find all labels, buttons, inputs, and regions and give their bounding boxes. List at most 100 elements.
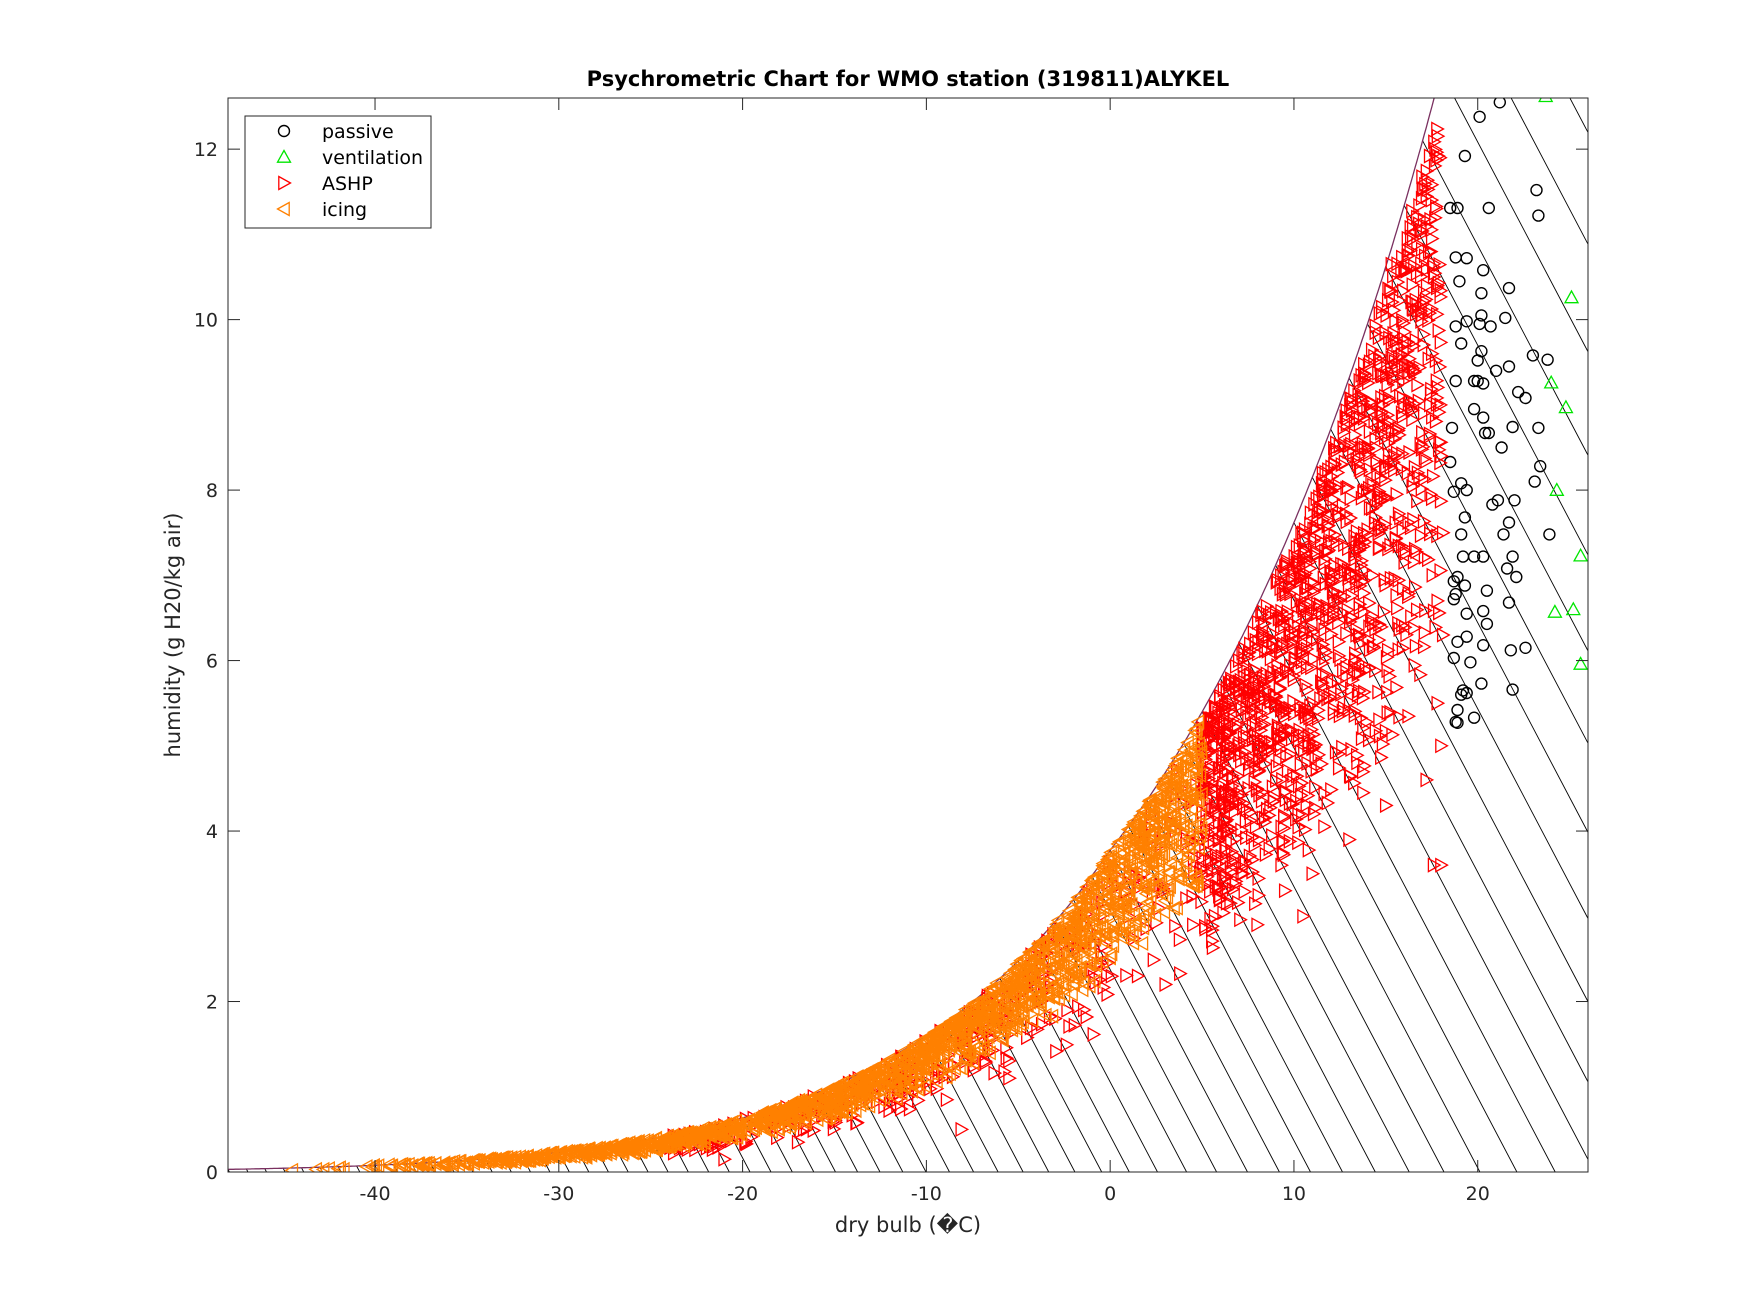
ASHP-point (1234, 697, 1249, 713)
icing-point (942, 1066, 956, 1082)
icing-point (1148, 879, 1162, 896)
icing-point (536, 1146, 551, 1162)
ASHP-point (1384, 282, 1398, 299)
ASHP-point (1233, 685, 1248, 701)
icing-point (1134, 935, 1149, 952)
ASHP-point (1359, 367, 1374, 384)
ASHP-point (1431, 128, 1446, 144)
icing-point (849, 1068, 864, 1085)
ASHP-point (1266, 638, 1280, 654)
ASHP-point (1350, 747, 1365, 763)
icing-point (1167, 820, 1182, 836)
ASHP-point (1201, 829, 1216, 846)
ASHP-point (1375, 492, 1390, 509)
passive-point (1467, 711, 1481, 724)
ASHP-point (1234, 912, 1248, 928)
ASHP-point (1221, 694, 1236, 710)
ASHP-point (1406, 217, 1421, 233)
ASHP-point (1405, 402, 1420, 418)
ASHP-point (1389, 333, 1404, 349)
ASHP-point (1360, 714, 1375, 730)
ASHP-point (1353, 372, 1368, 389)
passive-point (1447, 575, 1461, 588)
icing-point (816, 1086, 831, 1102)
ASHP-point (1424, 520, 1438, 537)
ASHP-point (1003, 1070, 1017, 1086)
ASHP-point (1436, 525, 1451, 541)
ASHP-point (1375, 749, 1389, 766)
ASHP-point (1239, 855, 1254, 871)
y-tick-label: 10 (194, 310, 218, 332)
wet-bulb-line (1330, 428, 1588, 920)
ASHP-point (1275, 857, 1290, 873)
icing-point (1156, 904, 1171, 920)
icing-point (1029, 958, 1044, 974)
icing-point (1184, 818, 1199, 834)
ASHP-point (1363, 595, 1377, 611)
ASHP-point (1335, 681, 1349, 697)
icing-point (1140, 878, 1155, 894)
icing-point (460, 1156, 475, 1172)
wet-bulb-line (301, 1167, 305, 1172)
ASHP-point (1414, 436, 1429, 452)
ASHP-point (1404, 229, 1419, 245)
icing-point (1138, 885, 1153, 902)
ASHP-point (1244, 685, 1258, 701)
ASHP-point (1391, 600, 1405, 616)
ASHP-point (1333, 509, 1347, 525)
ASHP-point (1422, 351, 1437, 367)
ASHP-point (1223, 699, 1237, 715)
icing-point (1124, 857, 1139, 874)
ASHP-point (1342, 570, 1357, 587)
icing-point (1067, 929, 1082, 945)
ASHP-point (1392, 572, 1407, 588)
ASHP-point (1293, 722, 1308, 738)
icing-point (1122, 843, 1136, 859)
passive-point (1489, 364, 1503, 377)
legend: passive ventilation ASHP icing (244, 115, 432, 229)
ASHP-point (1312, 504, 1326, 520)
ASHP-point (1380, 459, 1394, 475)
ASHP-point (1431, 278, 1446, 294)
icing-point (1153, 846, 1168, 862)
ASHP-point (1355, 731, 1370, 747)
ASHP-point (1303, 710, 1318, 726)
icing-point (692, 1131, 707, 1147)
ASHP-point (1406, 478, 1421, 495)
ASHP-point (1408, 459, 1423, 476)
ASHP-point (1330, 442, 1345, 458)
icing-point (1068, 953, 1083, 969)
chart-title: Psychrometric Chart for WMO station (319… (587, 67, 1230, 91)
ASHP-point (1434, 562, 1449, 579)
ASHP-point (1251, 737, 1266, 753)
wet-bulb-line (1403, 205, 1588, 556)
icing-point (910, 1042, 925, 1059)
icing-point (1007, 961, 1021, 978)
wet-bulb-line (356, 1165, 361, 1172)
ASHP-point (1252, 887, 1267, 903)
passive-point (1510, 570, 1523, 584)
icing-point (823, 1103, 837, 1119)
ASHP-point (1187, 917, 1201, 933)
ASHP-point (1297, 600, 1312, 616)
ASHP-point (1325, 626, 1339, 643)
icing-point (929, 1033, 943, 1049)
icing-point (1084, 916, 1099, 932)
ASHP-point (1410, 602, 1425, 618)
icing-point (1125, 827, 1140, 843)
icing-point (1161, 833, 1175, 850)
icing-point (927, 1028, 941, 1044)
ASHP-point (1222, 675, 1237, 691)
ASHP-point (1376, 408, 1391, 424)
icing-point (518, 1149, 533, 1165)
ASHP-point (1404, 520, 1419, 536)
y-tick-label: 6 (206, 651, 218, 673)
ASHP-point (1296, 627, 1311, 644)
icing-point (1103, 946, 1118, 962)
icing-point (965, 1054, 980, 1071)
icing-point (445, 1157, 459, 1172)
ASHP-point (1415, 481, 1430, 497)
icing-point (1183, 800, 1198, 817)
ASHP-point (1404, 400, 1419, 416)
passive-point (1506, 550, 1519, 563)
